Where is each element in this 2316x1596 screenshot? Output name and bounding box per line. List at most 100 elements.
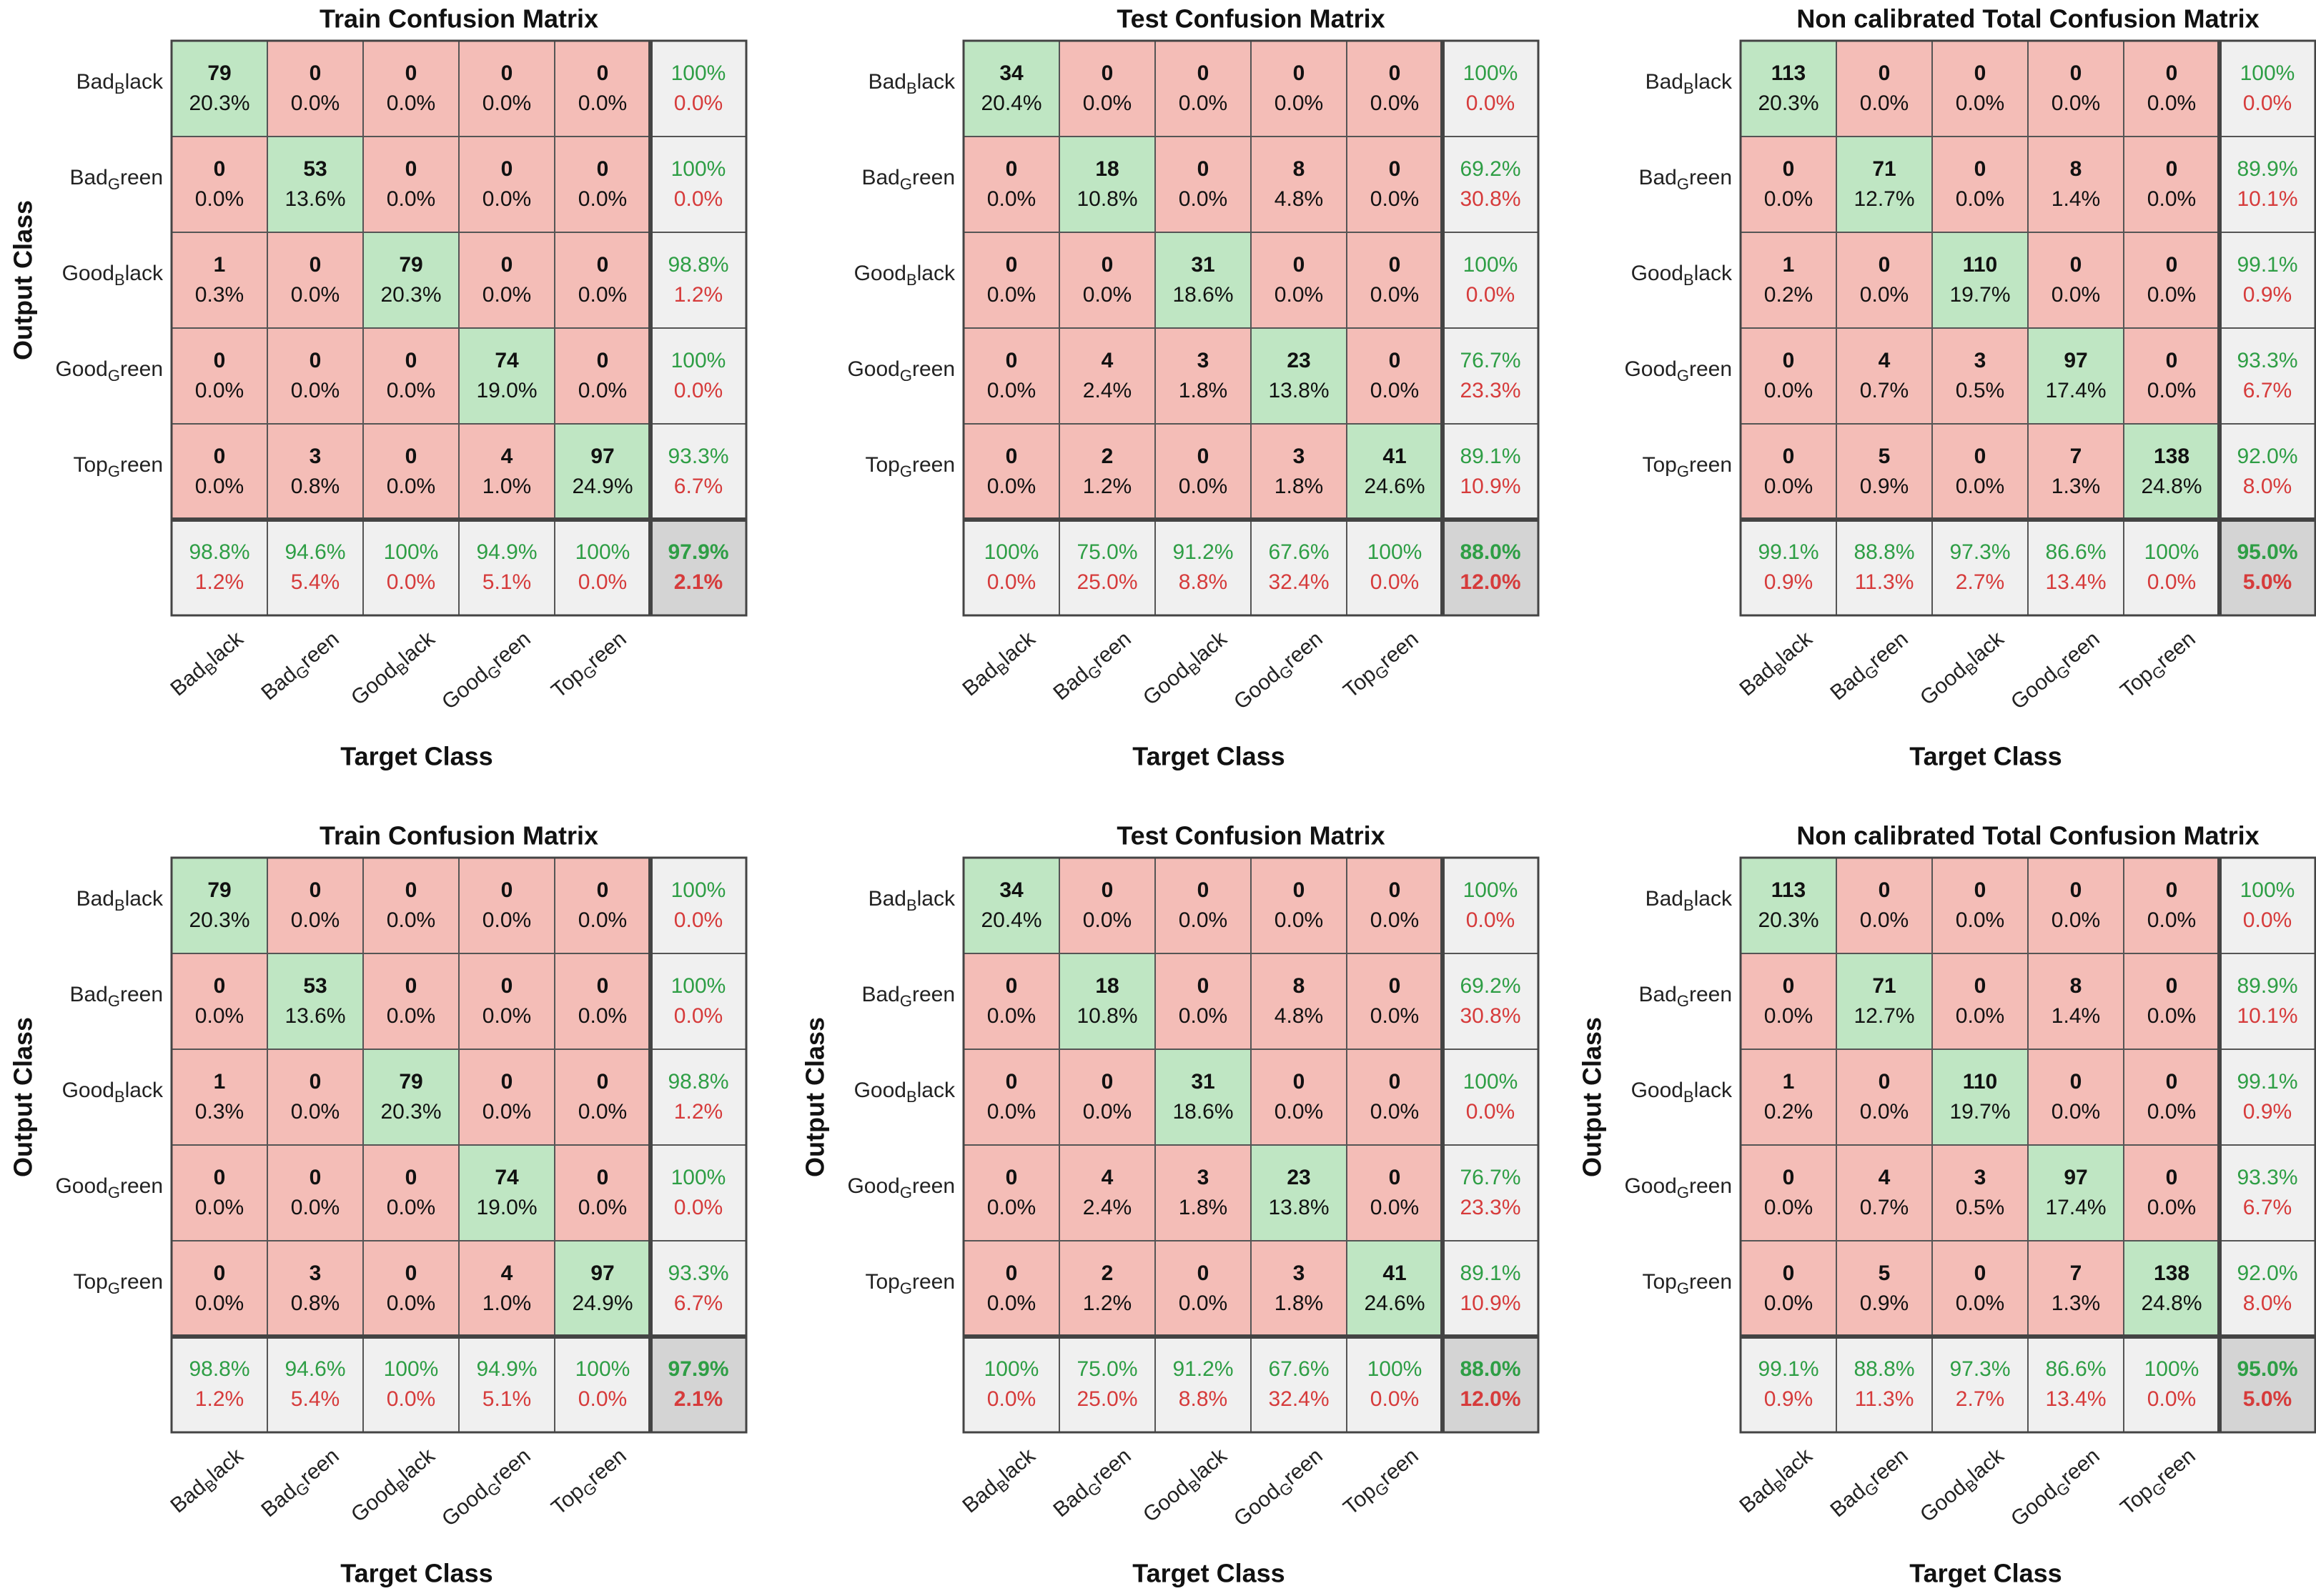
class-subscript: B [906,1088,917,1106]
row-summary-cell [2219,1144,2316,1241]
cell-percent: 0.0% [987,283,1036,307]
matrix-cell [1059,953,1156,1050]
x-tick-label: GoodGreen [437,627,535,714]
cell-count: 110 [1963,253,1997,277]
cell-percent: 4.8% [1275,187,1323,211]
overall-accuracy-cell [1442,519,1539,616]
cell-count: 3 [1293,1262,1305,1285]
y-tick-label-text: BadBlack [76,887,164,914]
class-subscript: B [906,79,917,97]
matrix-cell [1059,327,1156,425]
y-tick-label-text: GoodBlack [1631,1079,1733,1106]
col-summary-cell [963,519,1060,616]
col-summary-cell [2123,1336,2220,1433]
matrix-cell [171,857,268,954]
matrix-cell [554,136,651,233]
cell-percent: 0.0% [482,1100,531,1124]
cell-count: 0 [597,878,609,902]
cell-count: 71 [1872,974,1896,998]
overall-accuracy-cell [2219,519,2316,616]
matrix-cell [1059,232,1156,329]
matrix-cell [2027,1144,2124,1241]
col-summary-cell [362,519,460,616]
cell-percent: 0.3% [195,283,244,307]
cell-count: 3 [1293,445,1305,468]
matrix-cell [1346,40,1443,137]
matrix-cell [2123,1144,2220,1241]
row-summary-error: 0.0% [2243,91,2292,115]
cell-count: 3 [1197,349,1209,372]
matrix-cell [1346,1144,1443,1241]
matrix-cell [267,1144,364,1241]
col-summary-cell [1836,519,1933,616]
col-summary-error: 0.0% [578,1387,627,1411]
x-tick-label: GoodBlack [1916,627,2009,710]
col-summary-error: 13.4% [2045,570,2106,594]
cell-percent: 0.0% [1956,187,2004,211]
matrix-cell [1931,1240,2029,1337]
matrix-cell [1250,40,1347,137]
col-summary-error: 2.7% [1956,1387,2004,1411]
cell-count: 0 [1783,349,1795,372]
cell-count: 0 [1102,61,1114,85]
matrix-cell [458,232,555,329]
cell-count: 1 [214,1070,226,1094]
cell-percent: 0.0% [1956,475,2004,498]
matrix-cell [1250,423,1347,520]
row-summary-error: 6.7% [2243,379,2292,402]
cell-percent: 0.0% [482,91,531,115]
y-tick-label-text: GoodBlack [854,1079,956,1106]
cell-percent: 0.2% [1764,1100,1813,1124]
cell-percent: 0.0% [195,187,244,211]
x-tick-label-text: TopGreen [1339,1444,1425,1522]
cell-percent: 0.0% [1179,1292,1227,1315]
row-summary-cell [650,1049,747,1146]
x-tick-label: BadBlack [1735,627,1817,701]
x-tick-label-text: TopGreen [547,627,633,705]
y-tick-label-text: BadGreen [69,166,163,193]
matrix-cell [1059,40,1156,137]
overall-error: 5.0% [2243,570,2292,594]
matrix-cell [2123,953,2220,1050]
matrix-cell [554,1049,651,1146]
matrix-cell [1931,40,2029,137]
col-summary-error: 8.8% [1179,1387,1227,1411]
y-tick-label-text: BadBlack [868,70,956,97]
overall-accuracy: 95.0% [2237,540,2297,564]
class-rest: lack [917,262,956,285]
col-summary-cell [1059,519,1156,616]
cell-count: 0 [405,349,417,372]
x-tick-label-text: BadGreen [257,627,345,708]
class-subscript: G [1677,1279,1689,1297]
cell-percent: 0.0% [1179,187,1227,211]
cell-count: 5 [1879,445,1891,468]
y-tick-label-text: GoodGreen [55,1174,163,1201]
cell-percent: 17.4% [2045,379,2106,402]
col-summary-cell [458,1336,555,1433]
class-rest: reen [120,1174,163,1198]
col-summary-correct: 94.9% [476,540,537,564]
col-summary-error: 0.0% [1370,1387,1419,1411]
row-summary-correct: 69.2% [1460,157,1520,181]
x-axis-label: Target Class [340,1559,493,1588]
class-subscript: G [108,1279,120,1297]
cell-count: 0 [214,1166,226,1189]
row-summary-correct: 69.2% [1460,974,1520,998]
class-base: Good [55,357,107,381]
cell-percent: 2.4% [1083,379,1132,402]
cell-percent: 0.0% [1083,1100,1132,1124]
overall-accuracy-cell [1442,1336,1539,1433]
cell-count: 0 [1389,878,1401,902]
row-summary-cell [1442,953,1539,1050]
confusion-matrix-panel-4: Train Confusion Matrix 79 20.3% 0 0.0% 0 0.0% 0… [9,821,748,1588]
cell-count: 113 [1771,61,1806,85]
col-summary-error: 5.4% [291,1387,340,1411]
class-base: Good [1624,1174,1676,1198]
cell-count: 7 [2070,1262,2082,1285]
cell-count: 0 [1197,157,1209,181]
matrix-cell [1250,1049,1347,1146]
cell-percent: 1.8% [1275,475,1323,498]
col-summary-cell [554,1336,651,1433]
col-summary-error: 32.4% [1268,570,1329,594]
cell-count: 0 [2166,349,2178,372]
